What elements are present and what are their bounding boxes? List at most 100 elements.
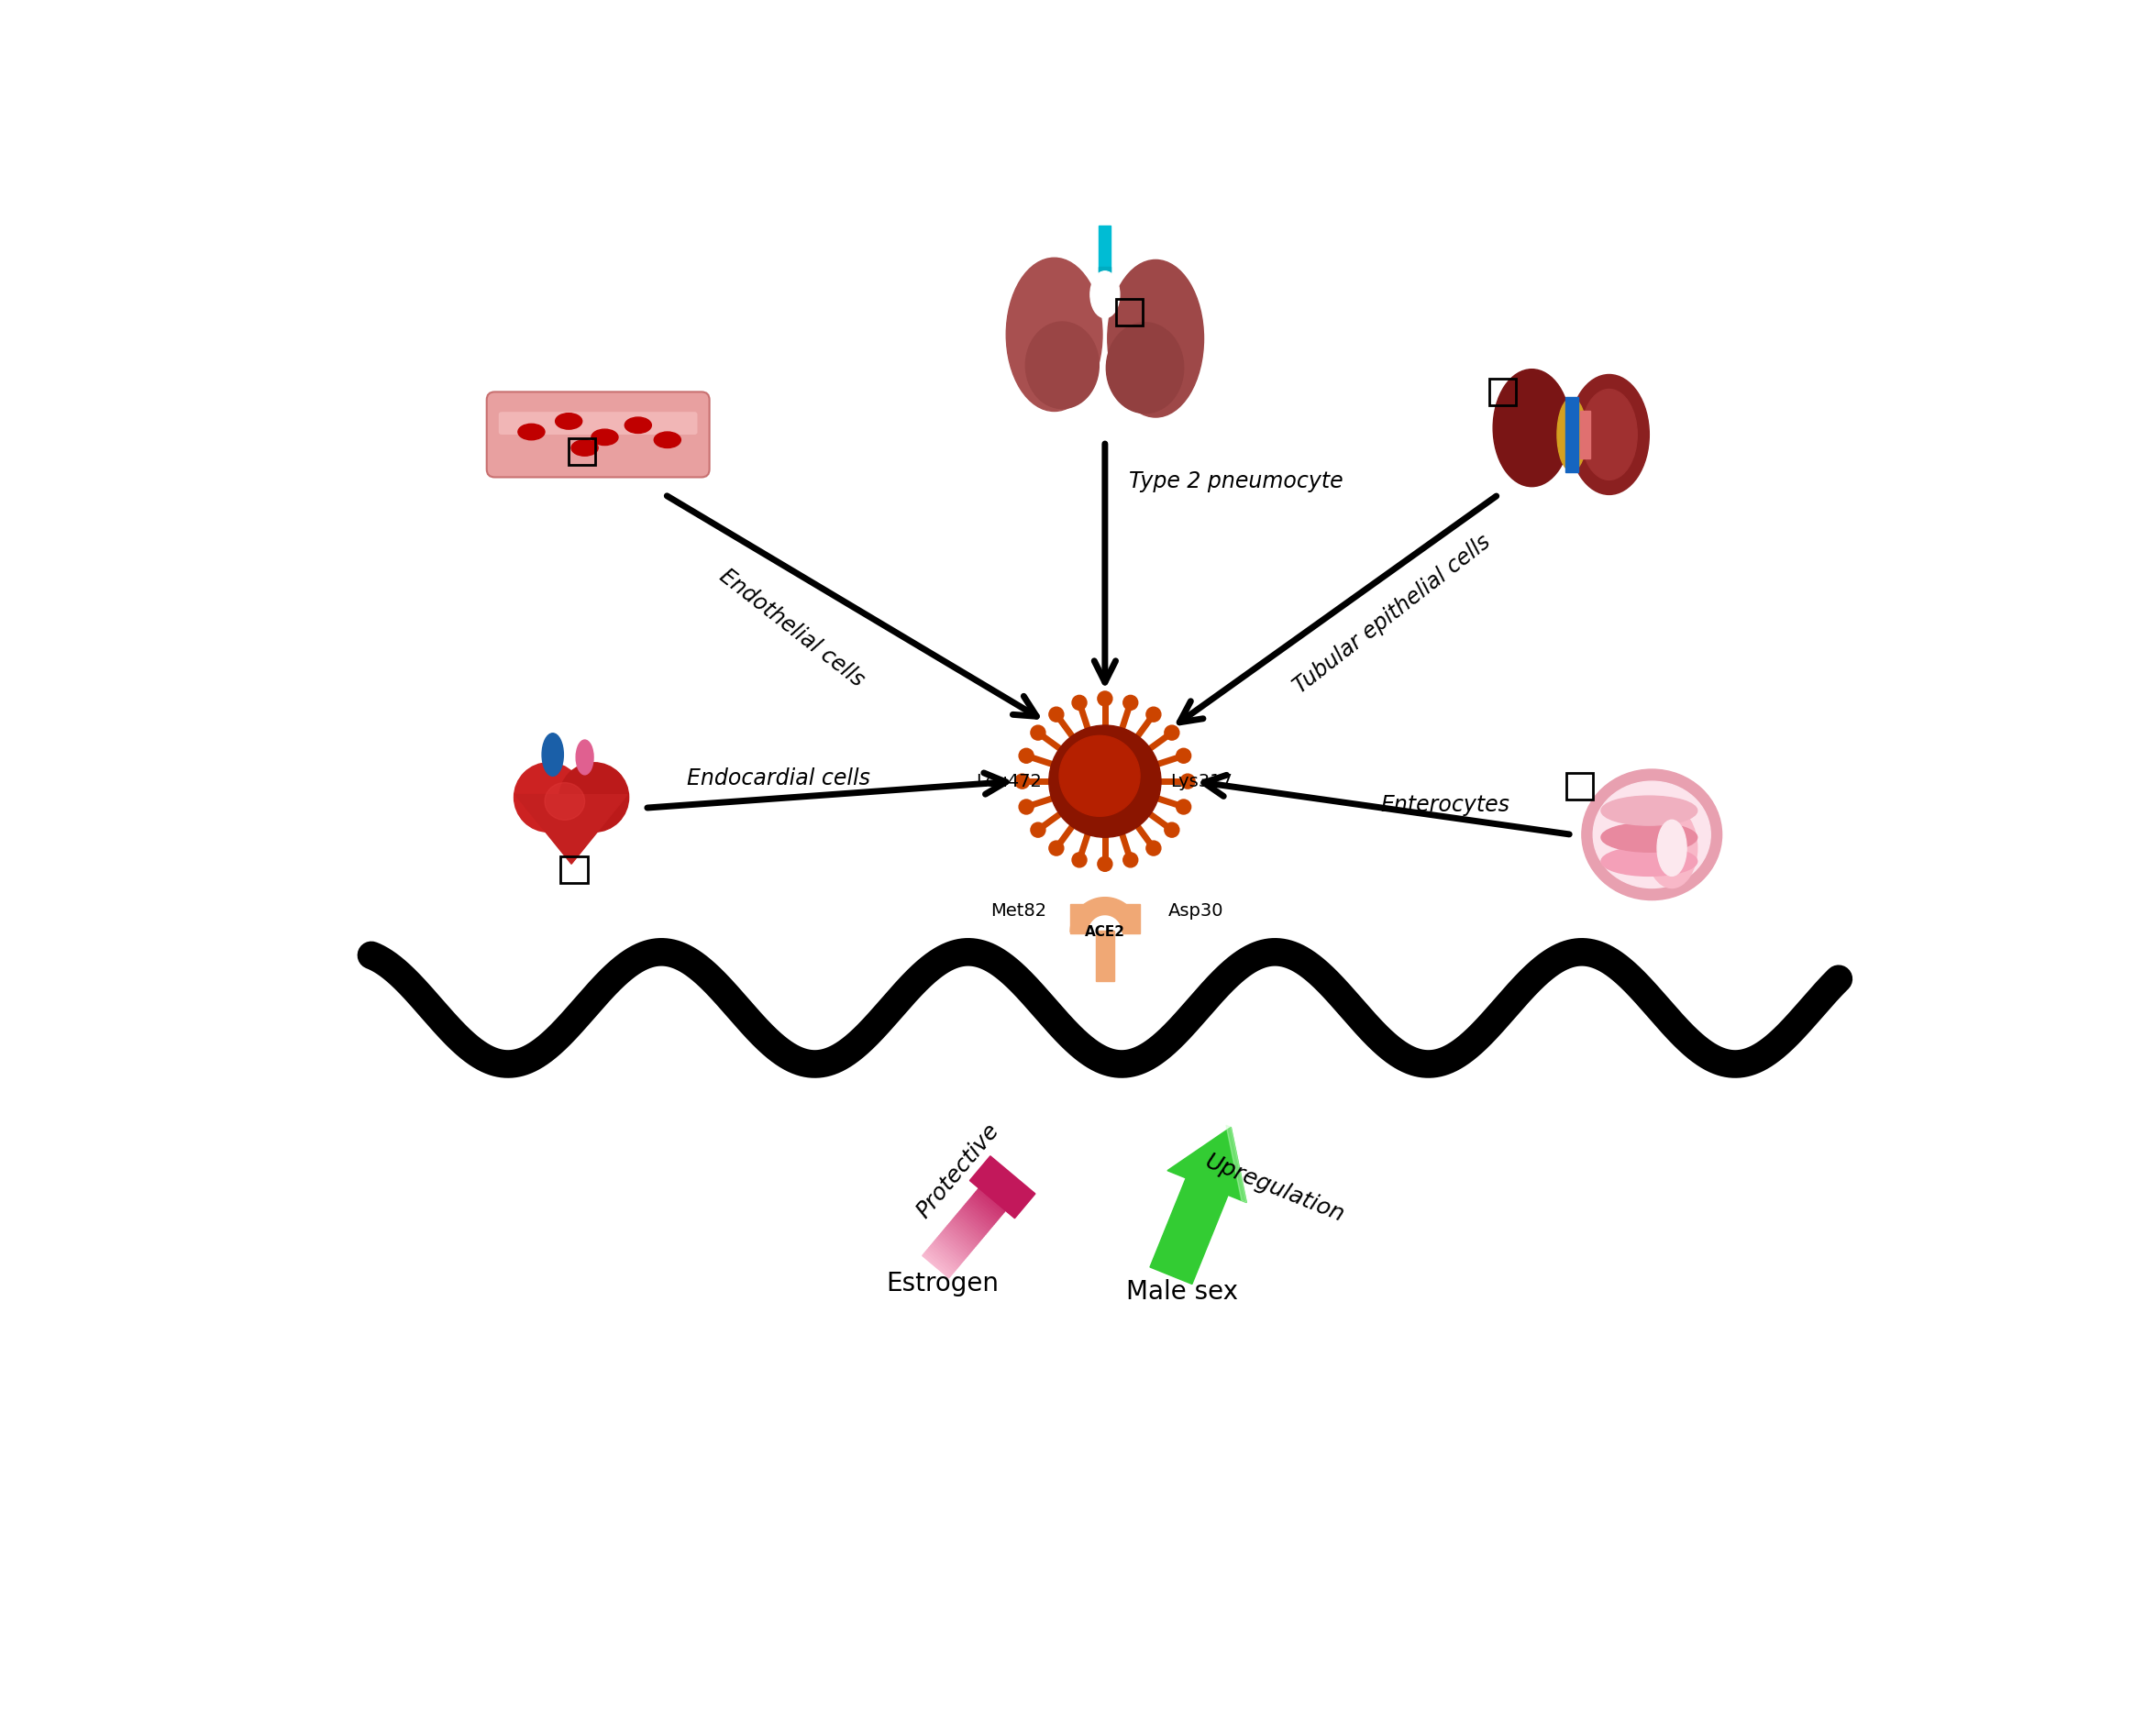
Polygon shape (955, 1216, 983, 1240)
Circle shape (1164, 823, 1179, 837)
Polygon shape (927, 1247, 955, 1271)
Circle shape (1177, 748, 1190, 764)
Polygon shape (975, 1192, 1003, 1216)
Polygon shape (934, 1240, 962, 1264)
Circle shape (1020, 800, 1033, 814)
Bar (1580, 410, 1591, 459)
Text: Lys317: Lys317 (1171, 772, 1231, 790)
Polygon shape (942, 1230, 970, 1254)
Bar (1095, 930, 1115, 982)
Polygon shape (1227, 1126, 1246, 1202)
Polygon shape (953, 1218, 981, 1242)
Polygon shape (1166, 1128, 1246, 1202)
Circle shape (1147, 840, 1160, 856)
Text: Leu472: Leu472 (977, 772, 1041, 790)
Circle shape (1031, 823, 1046, 837)
Polygon shape (977, 1190, 1005, 1214)
Text: Endocardial cells: Endocardial cells (686, 767, 869, 790)
Circle shape (1177, 800, 1190, 814)
Bar (1490, 379, 1516, 405)
Polygon shape (977, 1188, 1005, 1212)
Circle shape (1179, 774, 1194, 788)
Ellipse shape (1007, 258, 1102, 410)
Ellipse shape (545, 783, 584, 819)
Ellipse shape (1602, 797, 1697, 826)
Polygon shape (962, 1205, 990, 1230)
Bar (1100, 225, 1110, 272)
Polygon shape (970, 1199, 998, 1223)
Bar (569, 438, 595, 466)
Polygon shape (951, 1219, 979, 1244)
Circle shape (1020, 748, 1033, 764)
Bar (1115, 298, 1143, 326)
Polygon shape (962, 1207, 990, 1231)
Ellipse shape (541, 733, 563, 776)
Text: Male sex: Male sex (1125, 1280, 1238, 1304)
Ellipse shape (1494, 369, 1570, 487)
Polygon shape (959, 1211, 987, 1235)
Polygon shape (949, 1221, 977, 1245)
Ellipse shape (1108, 260, 1203, 417)
FancyBboxPatch shape (498, 412, 696, 435)
Text: Upregulation: Upregulation (1201, 1150, 1348, 1226)
Circle shape (1031, 726, 1046, 740)
Ellipse shape (1593, 781, 1710, 889)
Circle shape (1123, 852, 1138, 868)
Ellipse shape (1602, 823, 1697, 852)
Text: Tubular epithelial cells: Tubular epithelial cells (1289, 532, 1494, 698)
Circle shape (1050, 726, 1160, 837)
Circle shape (1072, 852, 1087, 868)
Polygon shape (966, 1202, 994, 1226)
Polygon shape (957, 1212, 985, 1237)
Bar (1565, 397, 1578, 471)
Polygon shape (923, 1254, 951, 1278)
Circle shape (1123, 695, 1138, 710)
Text: Enterocytes: Enterocytes (1380, 795, 1509, 816)
Text: Protective: Protective (912, 1119, 1005, 1223)
Circle shape (1147, 707, 1160, 722)
Polygon shape (925, 1251, 953, 1275)
Polygon shape (925, 1252, 953, 1276)
Circle shape (1097, 691, 1112, 707)
Ellipse shape (1580, 390, 1636, 480)
Ellipse shape (571, 440, 597, 456)
Bar (1100, 267, 1110, 291)
Polygon shape (970, 1195, 998, 1219)
Bar (1123, 904, 1141, 934)
Polygon shape (940, 1233, 968, 1257)
Polygon shape (955, 1214, 983, 1238)
Ellipse shape (1091, 272, 1119, 319)
Ellipse shape (513, 762, 584, 831)
Ellipse shape (1570, 374, 1649, 495)
Text: ACE2: ACE2 (1084, 925, 1125, 939)
Polygon shape (946, 1226, 975, 1251)
Polygon shape (944, 1228, 972, 1252)
Circle shape (1050, 707, 1063, 722)
Polygon shape (936, 1238, 964, 1263)
Polygon shape (940, 1231, 968, 1256)
FancyBboxPatch shape (487, 391, 709, 478)
Ellipse shape (1106, 322, 1184, 414)
Ellipse shape (1658, 819, 1686, 876)
Text: Endothelial cells: Endothelial cells (716, 565, 869, 691)
Ellipse shape (1583, 769, 1723, 901)
Polygon shape (931, 1244, 959, 1268)
Text: Asp30: Asp30 (1169, 902, 1222, 920)
Polygon shape (1149, 1178, 1229, 1283)
Circle shape (1015, 774, 1031, 788)
Bar (561, 856, 586, 883)
Bar (1567, 772, 1593, 800)
Polygon shape (964, 1204, 992, 1228)
Ellipse shape (625, 417, 651, 433)
Polygon shape (972, 1193, 1000, 1218)
Ellipse shape (591, 430, 619, 445)
Polygon shape (938, 1235, 966, 1259)
Polygon shape (946, 1225, 977, 1249)
Circle shape (1072, 695, 1087, 710)
Circle shape (1050, 840, 1063, 856)
Polygon shape (981, 1185, 1009, 1209)
Polygon shape (983, 1181, 1011, 1205)
Polygon shape (1069, 897, 1141, 932)
Polygon shape (985, 1178, 1013, 1202)
Text: Type 2 pneumocyte: Type 2 pneumocyte (1130, 469, 1343, 492)
